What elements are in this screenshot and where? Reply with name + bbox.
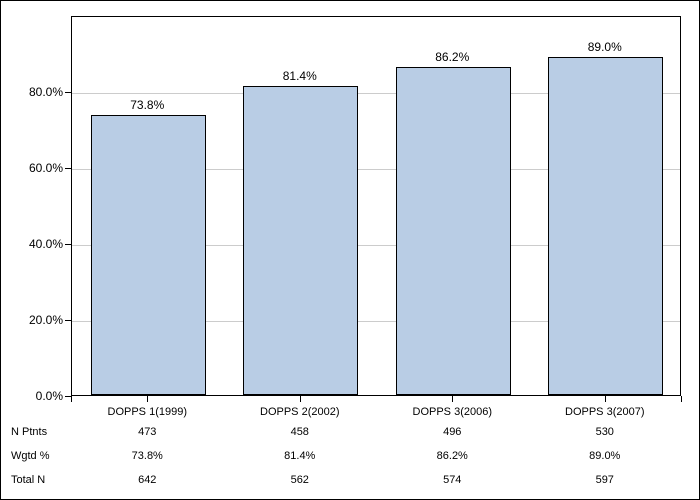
data-row-value: 597	[596, 474, 614, 486]
data-row-value: 530	[596, 426, 614, 438]
y-tick-mark	[65, 244, 71, 245]
bar	[91, 115, 206, 395]
data-row-value: 574	[443, 474, 461, 486]
data-row-value: 86.2%	[437, 450, 468, 462]
bar	[396, 67, 511, 395]
data-row-value: 458	[291, 426, 309, 438]
y-tick-label: 20.0%	[13, 313, 63, 327]
plot-area	[71, 16, 681, 396]
data-row-value: 73.8%	[132, 450, 163, 462]
data-row-value: 642	[138, 474, 156, 486]
bar-value-label: 73.8%	[130, 98, 164, 112]
chart-container: 0.0% 20.0% 40.0% 60.0% 80.0% 73.8% DOPPS 1(199…	[0, 0, 700, 500]
data-row-header: N Ptnts	[11, 426, 47, 438]
x-category-label: DOPPS 1(1999)	[108, 406, 187, 418]
x-tick-mark	[452, 396, 453, 402]
x-tick-mark	[605, 396, 606, 402]
y-tick-label: 60.0%	[13, 161, 63, 175]
bar-value-label: 86.2%	[435, 50, 469, 64]
y-tick-label: 80.0%	[13, 85, 63, 99]
x-category-label: DOPPS 2(2002)	[260, 406, 339, 418]
bar-value-label: 89.0%	[588, 40, 622, 54]
data-row-header: Wgtd %	[11, 450, 50, 462]
data-row-header: Total N	[11, 474, 45, 486]
x-tick-mark	[300, 396, 301, 402]
bar	[243, 86, 358, 395]
data-row-value: 473	[138, 426, 156, 438]
x-tick-mark	[147, 396, 148, 402]
bar-value-label: 81.4%	[283, 69, 317, 83]
x-tick-mark	[681, 396, 682, 402]
y-tick-label: 0.0%	[13, 389, 63, 403]
bar	[548, 57, 663, 395]
data-row-value: 562	[291, 474, 309, 486]
x-tick-mark	[71, 396, 72, 402]
data-row-value: 496	[443, 426, 461, 438]
y-tick-mark	[65, 92, 71, 93]
y-tick-mark	[65, 320, 71, 321]
x-category-label: DOPPS 3(2006)	[413, 406, 492, 418]
y-tick-label: 40.0%	[13, 237, 63, 251]
data-row-value: 89.0%	[589, 450, 620, 462]
y-tick-mark	[65, 168, 71, 169]
x-category-label: DOPPS 3(2007)	[565, 406, 644, 418]
data-row-value: 81.4%	[284, 450, 315, 462]
